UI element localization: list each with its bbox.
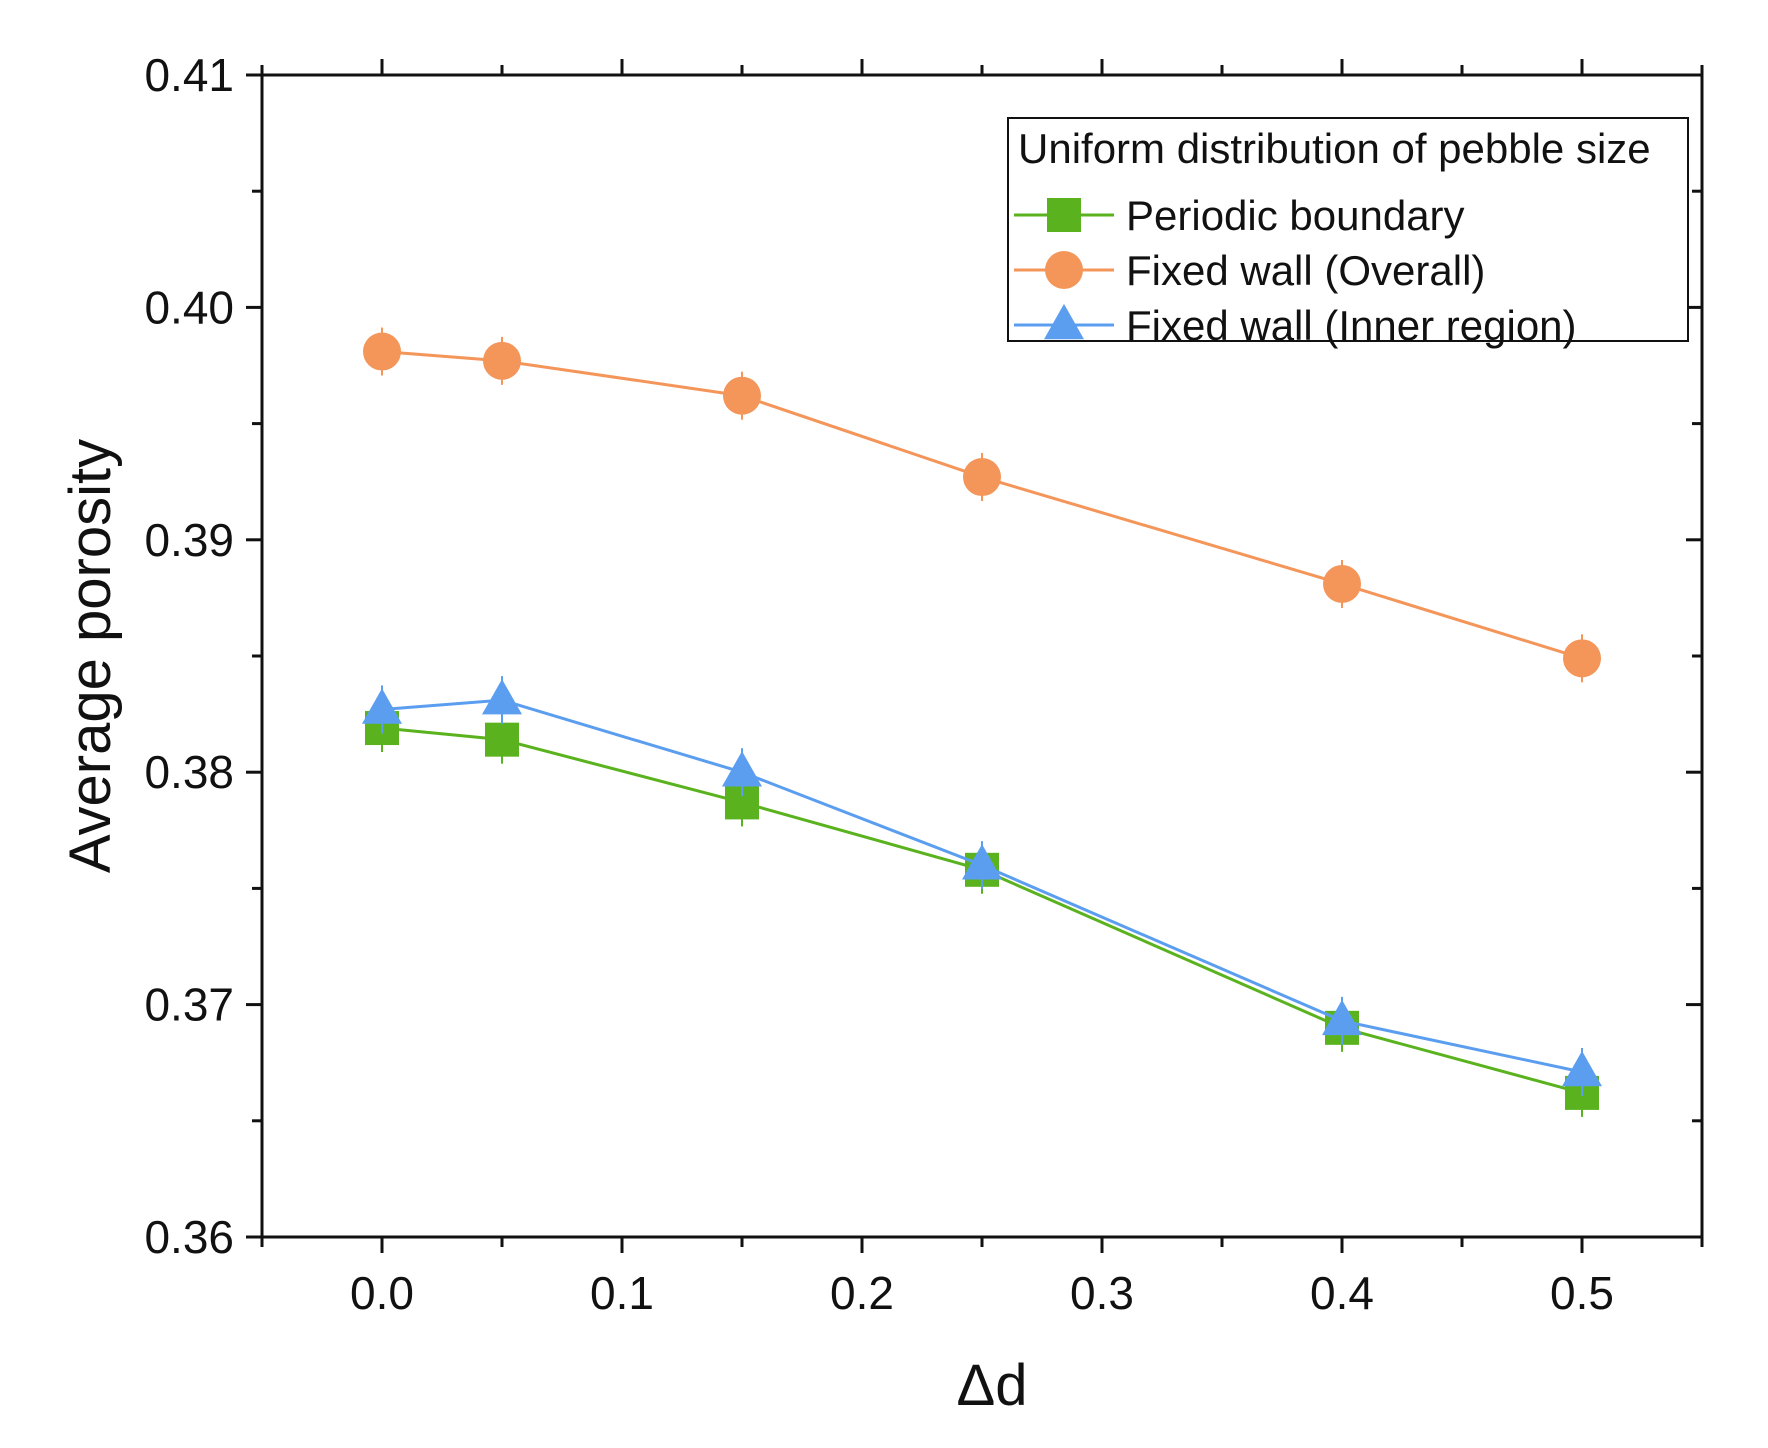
series-line <box>381 698 1583 1074</box>
x-tick-label: 0.4 <box>1310 1267 1374 1319</box>
legend-item: Fixed wall (Overall) <box>1014 247 1485 294</box>
data-point <box>1323 564 1361 603</box>
data-point <box>962 844 1002 880</box>
y-tick-label: 0.41 <box>144 49 234 101</box>
data-point <box>963 458 1001 497</box>
data-point <box>483 341 521 380</box>
x-tick-label: 0.2 <box>830 1267 894 1319</box>
series-periodic-boundary <box>365 704 1599 1117</box>
data-point <box>363 332 401 371</box>
x-tick-label: 0.5 <box>1550 1267 1614 1319</box>
legend: Uniform distribution of pebble size Peri… <box>1007 117 1689 349</box>
y-tick-label: 0.36 <box>144 1211 234 1263</box>
legend-entries: Periodic boundary Fixed wall (Overall) Fix… <box>1014 192 1577 349</box>
y-tick-label: 0.38 <box>144 746 234 798</box>
axes: 0.0 0.1 0.2 0.3 0.4 0.5 0.36 0.37 0.38 0.39 0.40 0.… <box>144 49 1704 1319</box>
series-line <box>381 726 1583 1095</box>
series-fixed-wall-overall <box>363 327 1601 683</box>
y-axis-title: Average porosity <box>58 439 123 873</box>
y-tick-label: 0.37 <box>144 979 234 1031</box>
legend-label: Fixed wall (Overall) <box>1126 247 1485 294</box>
x-tick-label: 0.0 <box>350 1267 414 1319</box>
y-tick-label: 0.40 <box>144 281 234 333</box>
legend-title: Uniform distribution of pebble size <box>1018 125 1651 172</box>
data-point <box>1562 1050 1602 1087</box>
x-tick-label: 0.3 <box>1070 1267 1134 1319</box>
data-point <box>362 688 402 724</box>
data-point <box>723 376 761 415</box>
data-point <box>482 679 522 715</box>
legend-item: Periodic boundary <box>1014 192 1465 239</box>
data-point <box>1322 999 1362 1036</box>
x-tick-label: 0.1 <box>590 1267 654 1319</box>
legend-item: Fixed wall (Inner region) <box>1014 302 1577 349</box>
circle-legend-marker <box>1045 251 1083 289</box>
y-tick-label: 0.39 <box>144 514 234 566</box>
legend-label: Periodic boundary <box>1126 192 1465 239</box>
data-point <box>485 722 519 757</box>
legend-box <box>1007 117 1689 342</box>
series-line <box>381 350 1583 660</box>
triangle-legend-marker <box>1044 303 1084 340</box>
square-legend-marker <box>1047 198 1081 232</box>
series-group <box>362 327 1602 1117</box>
series-fixed-wall-inner-region <box>362 676 1602 1096</box>
data-point <box>1563 639 1601 678</box>
legend-label: Fixed wall (Inner region) <box>1126 302 1577 349</box>
data-point <box>722 751 762 787</box>
x-axis-title: Δd <box>957 1353 1028 1418</box>
